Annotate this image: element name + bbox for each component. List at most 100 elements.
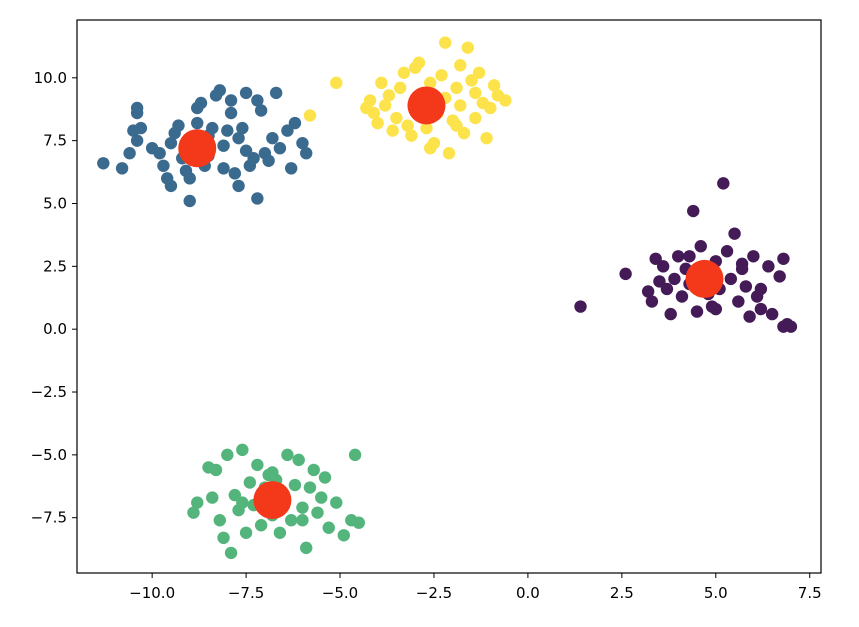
data-point — [221, 448, 234, 462]
data-point — [300, 147, 313, 160]
data-point — [273, 526, 287, 539]
data-point — [206, 121, 219, 135]
cluster-center-point — [178, 129, 217, 168]
x-tick-label: 2.5 — [610, 584, 634, 602]
data-point — [273, 141, 287, 155]
data-point — [484, 101, 497, 115]
data-point — [157, 159, 170, 172]
data-point — [284, 162, 298, 175]
data-point — [217, 162, 230, 175]
data-point — [754, 282, 768, 296]
y-tick-label: 2.5 — [43, 257, 67, 275]
x-tick-label: 5.0 — [704, 584, 728, 602]
data-point — [728, 227, 741, 240]
data-point — [187, 506, 200, 519]
data-point — [300, 541, 313, 555]
y-tick-label: 5.0 — [43, 194, 67, 212]
y-tick-label: −7.5 — [31, 509, 67, 527]
data-point — [732, 295, 745, 308]
data-point — [717, 177, 730, 190]
data-point — [408, 61, 422, 74]
data-point — [668, 272, 681, 286]
data-point — [390, 111, 403, 125]
data-point — [375, 76, 388, 90]
data-point — [762, 260, 775, 273]
data-point — [777, 252, 790, 265]
data-point — [442, 147, 456, 160]
centers-layer — [178, 86, 724, 520]
data-point — [134, 121, 148, 135]
x-tick-label: 7.5 — [798, 584, 822, 602]
data-point — [747, 250, 760, 263]
data-point — [424, 76, 437, 90]
data-point — [645, 295, 659, 308]
data-point — [330, 76, 343, 90]
data-point — [224, 106, 238, 120]
data-point — [266, 466, 279, 479]
data-point — [393, 81, 407, 95]
x-tick-label: 0.0 — [516, 584, 540, 602]
data-point — [239, 86, 253, 100]
data-point — [232, 179, 245, 193]
x-tick-label: −2.5 — [416, 584, 452, 602]
data-point — [337, 529, 350, 542]
data-point — [457, 126, 471, 140]
y-tick-label: 10.0 — [34, 69, 67, 87]
data-point — [739, 280, 753, 293]
y-axis: 10.0 7.5 5.0 2.5 0.0 −2.5 −5.0 −7.5 — [31, 69, 77, 527]
data-point — [454, 99, 467, 112]
data-point — [228, 488, 242, 502]
data-point — [213, 514, 226, 527]
data-point — [649, 252, 662, 265]
data-point — [450, 119, 463, 132]
data-point — [221, 124, 234, 137]
data-point — [709, 302, 722, 316]
data-point — [164, 179, 178, 193]
data-point — [469, 111, 482, 125]
y-tick-label: 7.5 — [43, 132, 67, 150]
data-point — [424, 141, 437, 155]
data-point — [653, 275, 666, 288]
plot-frame — [76, 19, 822, 574]
x-tick-label: −10.0 — [129, 584, 175, 602]
data-point — [209, 463, 223, 477]
data-point — [397, 66, 411, 79]
data-point — [217, 139, 230, 152]
data-point — [773, 270, 786, 283]
data-point — [765, 307, 779, 321]
data-point — [784, 320, 798, 333]
data-point — [664, 307, 677, 321]
data-point — [378, 99, 392, 112]
data-point — [251, 192, 264, 205]
data-point — [724, 272, 738, 286]
data-point — [281, 124, 294, 137]
data-point — [472, 66, 486, 79]
data-point — [296, 514, 309, 527]
y-tick-label: −2.5 — [31, 383, 67, 401]
data-point — [130, 101, 144, 115]
data-point — [311, 506, 324, 519]
data-point — [183, 172, 196, 185]
data-point — [307, 463, 320, 477]
data-point — [487, 79, 501, 92]
data-point — [574, 300, 587, 313]
data-point — [660, 282, 674, 296]
data-point — [115, 162, 129, 175]
data-point — [435, 69, 448, 82]
data-point — [164, 136, 178, 150]
data-point — [461, 41, 474, 54]
data-point — [315, 491, 328, 504]
data-point — [439, 36, 452, 49]
data-point — [292, 453, 305, 467]
data-point — [330, 496, 343, 509]
data-point — [296, 136, 309, 150]
data-point — [401, 119, 414, 132]
x-tick-label: −7.5 — [228, 584, 264, 602]
data-point — [683, 250, 696, 263]
data-point — [288, 116, 302, 130]
cluster-center-point — [253, 481, 292, 520]
data-point — [480, 131, 493, 145]
data-point — [348, 448, 362, 462]
data-point — [735, 257, 749, 271]
